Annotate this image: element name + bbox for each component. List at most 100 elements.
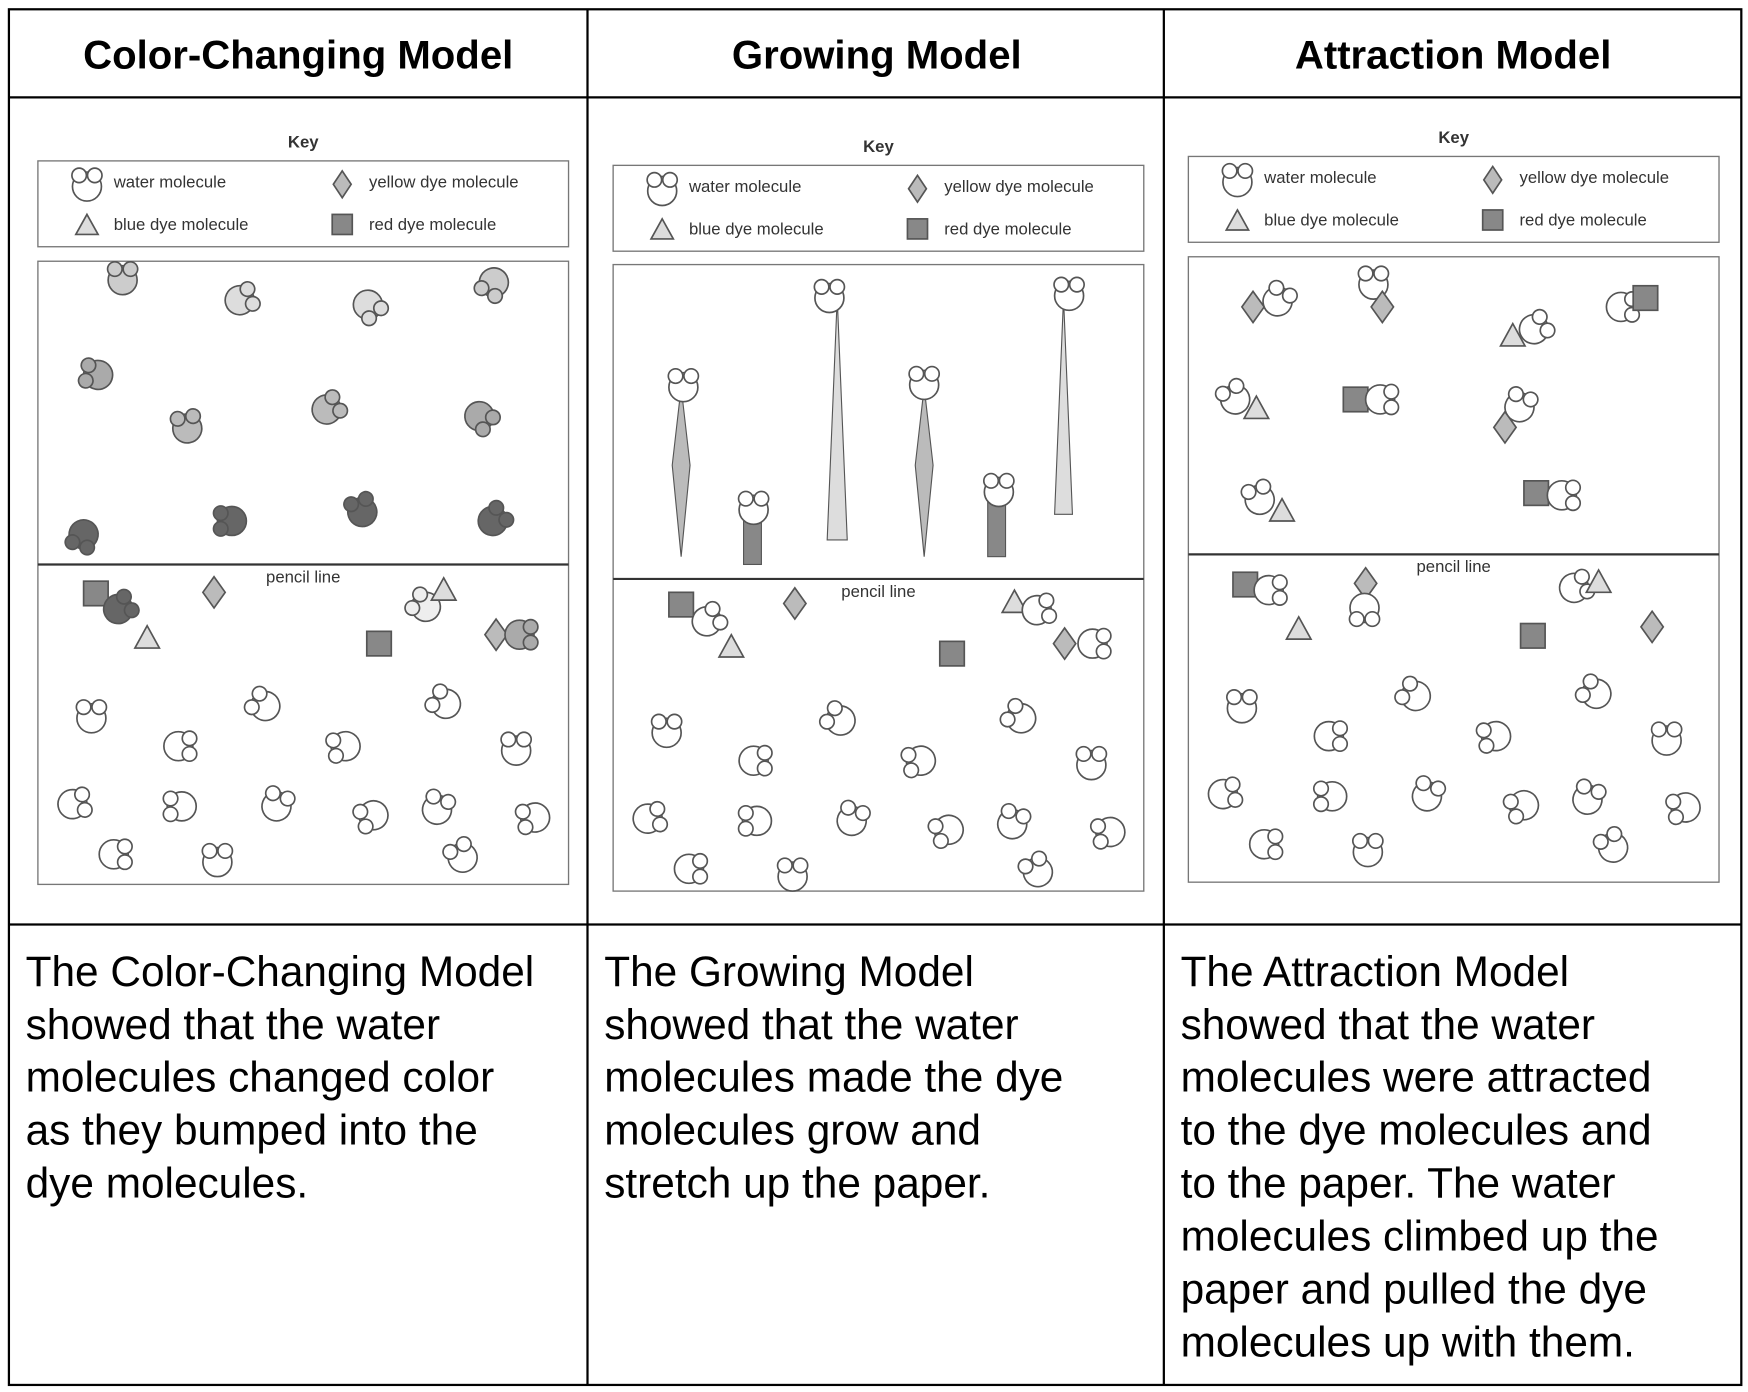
stretched-dye — [671, 387, 691, 557]
description-line: to the dye molecules and — [1181, 1107, 1652, 1154]
red-dye — [938, 640, 966, 667]
atom — [75, 699, 92, 716]
atom — [522, 634, 539, 651]
blue-dye — [649, 217, 675, 240]
atom — [327, 747, 345, 764]
atom — [162, 790, 179, 807]
water-molecule — [1021, 592, 1058, 626]
water-molecule — [75, 699, 108, 734]
key-label: blue dye molecule — [114, 215, 249, 234]
atom — [122, 260, 139, 278]
red-dye — [906, 218, 929, 240]
atom — [1089, 818, 1107, 835]
atom — [903, 762, 920, 779]
description-line: as they bumped into the — [26, 1107, 478, 1154]
atom — [1348, 610, 1365, 628]
water-molecule — [162, 790, 198, 823]
atom — [927, 818, 944, 835]
water-molecule — [224, 281, 261, 316]
water-molecule — [424, 683, 462, 720]
description-line: showed that the water — [604, 1001, 1018, 1048]
key-label: blue dye molecule — [689, 219, 824, 238]
water-molecule — [1214, 377, 1251, 415]
red-dye — [331, 213, 354, 236]
description-line: molecules changed color — [26, 1054, 495, 1101]
water-molecule — [500, 731, 533, 766]
atom — [1271, 574, 1288, 591]
water-molecule — [818, 700, 856, 736]
key-label: red dye molecule — [369, 215, 496, 234]
atom — [116, 854, 133, 871]
water-molecule — [1592, 825, 1629, 863]
yellow-dye — [1240, 289, 1266, 324]
water-molecule — [1518, 308, 1556, 345]
atom — [1053, 276, 1070, 293]
atom — [1092, 833, 1109, 850]
atom — [455, 836, 472, 853]
atom — [1357, 265, 1374, 282]
atom — [77, 372, 94, 389]
atom — [649, 800, 666, 818]
atom — [982, 472, 1000, 489]
atom — [1237, 162, 1254, 180]
key-label: yellow dye molecule — [1519, 168, 1669, 187]
atom — [357, 490, 374, 507]
table-border — [7, 8, 1743, 1387]
atom — [517, 819, 534, 836]
water-molecule — [77, 357, 114, 391]
atom — [71, 167, 88, 184]
blue-dye — [1584, 568, 1613, 594]
water-molecule — [1253, 574, 1288, 606]
stretched-dye — [914, 387, 934, 557]
atom — [1015, 808, 1032, 825]
key-label: red dye molecule — [1519, 211, 1646, 230]
yellow-dye — [201, 575, 227, 610]
atom — [651, 816, 669, 833]
water-molecule — [57, 786, 93, 820]
water-molecule — [632, 800, 669, 834]
red-dye — [1523, 480, 1550, 507]
atom — [181, 745, 198, 763]
water-molecule — [1221, 162, 1254, 198]
atom — [279, 790, 296, 807]
atom — [737, 490, 754, 507]
water-molecule — [691, 600, 729, 637]
atom — [661, 171, 679, 188]
key-label: water molecule — [1263, 168, 1376, 187]
atom — [1312, 796, 1330, 813]
atom — [486, 287, 504, 305]
atom — [666, 713, 683, 730]
atom — [667, 367, 684, 385]
atom — [683, 367, 700, 385]
atom — [1068, 276, 1085, 293]
water-molecule — [201, 842, 234, 878]
yellow-dye — [332, 169, 353, 200]
atom — [372, 300, 390, 317]
blue-dye — [1242, 394, 1271, 420]
atom — [1564, 479, 1582, 496]
atom — [792, 857, 809, 874]
description-line: The Attraction Model — [1181, 948, 1570, 995]
water-molecule — [646, 171, 679, 207]
atom — [1214, 385, 1231, 402]
atom — [244, 295, 261, 312]
water-molecule — [71, 167, 103, 202]
water-molecule — [1312, 780, 1348, 813]
water-molecule — [776, 857, 809, 892]
water-molecule — [1475, 720, 1512, 754]
blue-dye — [133, 624, 161, 649]
atom — [756, 760, 773, 777]
water-molecule — [908, 365, 941, 401]
water-molecule — [64, 519, 99, 556]
water-molecule — [1089, 816, 1126, 850]
atom — [184, 408, 202, 425]
atom — [1401, 675, 1419, 692]
description-line: molecules up with them. — [1181, 1319, 1635, 1366]
atom — [1095, 627, 1112, 644]
water-molecule — [163, 730, 198, 763]
key-label: blue dye molecule — [1264, 211, 1399, 230]
water-molecule — [473, 267, 510, 305]
atom — [1531, 308, 1548, 325]
stretched-dye — [826, 297, 848, 541]
atom — [217, 842, 234, 860]
